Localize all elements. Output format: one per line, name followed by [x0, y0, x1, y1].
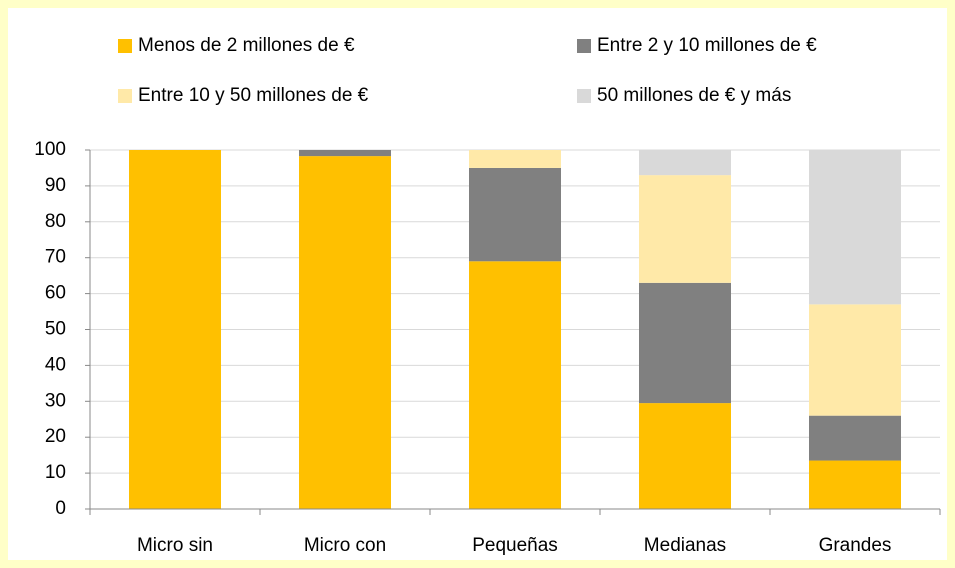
legend-swatch — [118, 89, 132, 103]
bar-segment — [469, 167, 561, 262]
y-tick-label: 10 — [45, 462, 66, 483]
bar-segment — [639, 403, 731, 509]
legend-label: 50 millones de € y más — [597, 85, 791, 106]
bar-segment — [469, 150, 561, 168]
y-tick-label: 90 — [45, 175, 66, 196]
bar-segment — [809, 460, 901, 509]
y-tick-label: 100 — [34, 139, 66, 160]
bar-segment — [809, 150, 901, 305]
y-tick-label: 60 — [45, 283, 66, 304]
legend-label: Entre 10 y 50 millones de € — [138, 85, 369, 106]
bar-segment — [469, 261, 561, 509]
y-tick-label: 0 — [55, 498, 66, 519]
y-tick-label: 80 — [45, 211, 66, 232]
x-tick-label: Pequeñas — [472, 535, 558, 556]
x-tick-label: Grandes — [819, 535, 892, 556]
x-tick-label: Medianas — [644, 535, 726, 556]
y-tick-label: 40 — [45, 354, 66, 375]
legend-label: Menos de 2 millones de € — [138, 35, 355, 56]
legend-swatch — [118, 39, 132, 53]
y-tick-label: 50 — [45, 319, 66, 340]
bar-segment — [639, 175, 731, 283]
y-tick-label: 30 — [45, 390, 66, 411]
bar-segment — [809, 415, 901, 461]
bar-segment — [809, 304, 901, 416]
legend-label: Entre 2 y 10 millones de € — [597, 35, 817, 56]
bar-segment — [639, 150, 731, 176]
x-tick-label: Micro con — [304, 535, 386, 556]
legend-swatch — [577, 89, 591, 103]
bar-segment — [639, 282, 731, 404]
bar-segment — [299, 150, 391, 157]
y-tick-label: 20 — [45, 426, 66, 447]
bar-segment — [129, 150, 221, 509]
bar-segment — [299, 156, 391, 509]
legend-swatch — [577, 39, 591, 53]
x-tick-label: Micro sin — [137, 535, 213, 556]
y-tick-label: 70 — [45, 247, 66, 268]
